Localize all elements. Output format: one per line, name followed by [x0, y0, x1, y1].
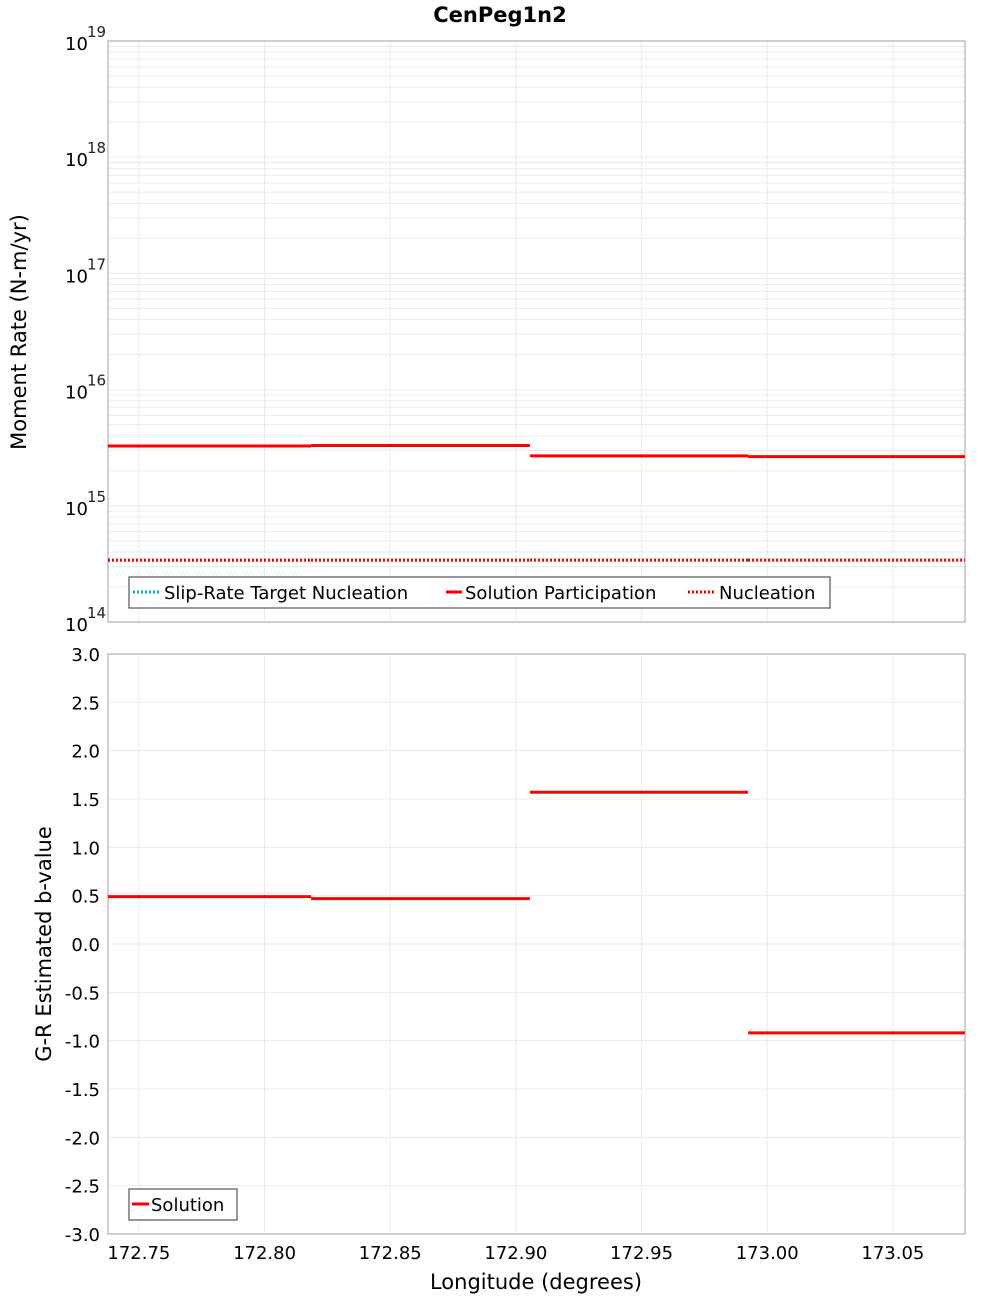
y-tick-exponent: 15: [87, 488, 106, 506]
legend-label-solution-participation: Solution Participation: [465, 583, 656, 604]
y-tick-label: -2.0: [65, 1128, 100, 1149]
b-value-legend: Solution: [129, 1189, 237, 1220]
y-tick-label: 0.0: [71, 935, 100, 956]
y-tick-label: 2.0: [71, 742, 100, 763]
y-tick-label: -3.0: [65, 1225, 100, 1246]
moment-rate-grid: [108, 41, 965, 622]
y-tick-exponent: 17: [87, 255, 106, 273]
y-tick-label: 10: [65, 383, 88, 404]
legend-label-solution: Solution: [151, 1195, 224, 1216]
b-value-y-axis-label: G-R Estimated b-value: [32, 826, 56, 1062]
moment-rate-plot-frame: [108, 41, 965, 622]
legend-label-nucleation: Nucleation: [719, 583, 815, 604]
y-tick-label: 0.5: [71, 887, 100, 908]
x-tick-label: 172.75: [107, 1243, 170, 1264]
b-value-grid: [108, 654, 965, 1234]
y-tick-label: 10: [65, 615, 88, 636]
y-tick-label: -0.5: [65, 983, 100, 1004]
chart-canvas: CenPeg1n2 101910181017101610151014 Momen…: [0, 0, 1000, 1300]
y-tick-label: -1.5: [65, 1080, 100, 1101]
x-tick-label: 173.05: [861, 1243, 924, 1264]
x-tick-label: 172.95: [610, 1243, 673, 1264]
b-value-y-ticks: 3.0 2.5 2.0 1.5 1.0 0.5 0.0 -0.5 -1.0 -1.5 -2.0 -2.…: [65, 645, 100, 1246]
longitude-x-ticks: 172.75 172.80 172.85 172.90 172.95 173.00 173.…: [107, 1243, 924, 1264]
y-tick-label: -1.0: [65, 1032, 100, 1053]
moment-rate-legend: Slip-Rate Target Nucleation Solution Par…: [129, 577, 830, 608]
legend-label-slip-rate-target: Slip-Rate Target Nucleation: [164, 583, 408, 604]
y-tick-label: 10: [65, 499, 88, 520]
y-tick-exponent: 16: [87, 372, 106, 390]
x-axis-label: Longitude (degrees): [430, 1270, 642, 1294]
moment-rate-y-ticks: 101910181017101610151014: [65, 23, 106, 636]
x-tick-label: 172.85: [359, 1243, 422, 1264]
moment-rate-series: [108, 446, 965, 561]
y-tick-label: 10: [65, 150, 88, 171]
y-tick-label: 3.0: [71, 645, 100, 666]
y-tick-exponent: 14: [87, 604, 106, 622]
y-tick-label: -2.5: [65, 1177, 100, 1198]
y-tick-exponent: 19: [87, 23, 106, 41]
y-tick-label: 10: [65, 34, 88, 55]
x-tick-label: 172.90: [484, 1243, 547, 1264]
y-tick-label: 1.0: [71, 838, 100, 859]
chart-title: CenPeg1n2: [433, 3, 566, 27]
x-tick-label: 172.80: [233, 1243, 296, 1264]
y-tick-exponent: 18: [87, 139, 106, 157]
y-tick-label: 10: [65, 266, 88, 287]
x-tick-label: 173.00: [736, 1243, 799, 1264]
b-value-series: [108, 792, 965, 1033]
moment-rate-y-axis-label: Moment Rate (N-m/yr): [7, 214, 31, 450]
moment-rate-plot: 101910181017101610151014 Moment Rate (N-…: [7, 23, 965, 636]
b-value-plot: 3.0 2.5 2.0 1.5 1.0 0.5 0.0 -0.5 -1.0 -1.5 -2.0 -2.…: [32, 645, 965, 1294]
y-tick-label: 2.5: [71, 693, 100, 714]
y-tick-label: 1.5: [71, 790, 100, 811]
